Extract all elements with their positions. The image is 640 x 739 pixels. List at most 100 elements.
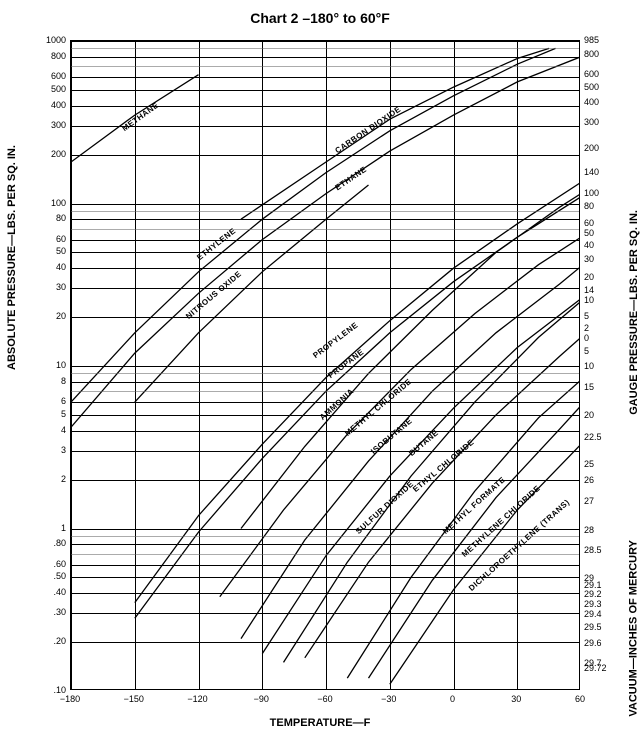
y-right-bottom-axis-label: VACUUM—INCHES OF MERCURY [628, 540, 640, 717]
grid-v [326, 41, 327, 689]
vapor-pressure-chart: Chart 2 –180° to 60°F ABSOLUTE PRESSURE—… [0, 0, 640, 739]
plot-area [70, 40, 580, 690]
y-right-gauge-tick-label: 10 [584, 295, 594, 305]
y-left-tick-label: .30 [26, 607, 66, 617]
grid-v [390, 41, 391, 689]
grid-h [71, 126, 579, 127]
curve-butane [262, 299, 580, 654]
y-left-tick-label: .20 [26, 636, 66, 646]
y-right-vacuum-tick-label: 29.4 [584, 609, 602, 619]
y-right-vacuum-tick-label: 10 [584, 361, 594, 371]
grid-h [71, 155, 579, 156]
y-right-gauge-tick-label: 140 [584, 167, 599, 177]
y-right-gauge-tick-label: 5 [584, 311, 589, 321]
y-right-gauge-tick-label: 600 [584, 69, 599, 79]
y-right-top-axis-label: GAUGE PRESSURE—LBS. PER SQ. IN. [628, 210, 640, 415]
x-tick-label: 60 [575, 694, 585, 704]
x-tick-label: −120 [187, 694, 207, 704]
y-right-vacuum-tick-label: 26 [584, 475, 594, 485]
y-right-gauge-tick-label: 800 [584, 49, 599, 59]
y-right-vacuum-tick-label: 20 [584, 410, 594, 420]
y-right-vacuum-tick-label: 15 [584, 382, 594, 392]
x-tick-label: −90 [254, 694, 269, 704]
y-right-gauge-tick-label: 400 [584, 97, 599, 107]
y-left-tick-label: 100 [26, 198, 66, 208]
y-right-vacuum-tick-label: 22.5 [584, 432, 602, 442]
y-right-gauge-tick-label: 100 [584, 188, 599, 198]
curve-propylene [135, 182, 580, 602]
y-right-gauge-tick-label: 40 [584, 240, 594, 250]
grid-v [262, 41, 263, 689]
y-left-tick-label: 1 [26, 523, 66, 533]
y-left-tick-label: 5 [26, 409, 66, 419]
grid-h [71, 288, 579, 289]
grid-h [71, 577, 579, 578]
grid-h [71, 41, 579, 42]
grid-h [71, 77, 579, 78]
y-left-tick-label: .10 [26, 685, 66, 695]
y-right-gauge-tick-label: 80 [584, 201, 594, 211]
x-tick-label: 30 [511, 694, 521, 704]
x-tick-label: 0 [450, 694, 455, 704]
y-left-tick-label: 800 [26, 51, 66, 61]
grid-h [71, 66, 579, 67]
grid-h [71, 240, 579, 241]
grid-h [71, 402, 579, 403]
grid-v [71, 41, 72, 689]
y-right-vacuum-tick-label: 29.2 [584, 589, 602, 599]
curve-ammonia [241, 194, 580, 529]
grid-h [71, 57, 579, 58]
y-right-gauge-tick-label: 200 [584, 143, 599, 153]
y-left-tick-label: 60 [26, 234, 66, 244]
grid-v [199, 41, 200, 689]
y-left-tick-label: .40 [26, 587, 66, 597]
y-left-tick-label: .50 [26, 571, 66, 581]
y-left-tick-label: 50 [26, 246, 66, 256]
grid-h [71, 593, 579, 594]
grid-h [71, 317, 579, 318]
y-left-tick-label: 20 [26, 311, 66, 321]
y-right-vacuum-tick-label: 28.5 [584, 545, 602, 555]
grid-v [135, 41, 136, 689]
grid-v [454, 41, 455, 689]
y-right-gauge-tick-label: 2 [584, 323, 589, 333]
chart-title: Chart 2 –180° to 60°F [0, 10, 640, 26]
grid-h [71, 48, 579, 49]
y-left-tick-label: 6 [26, 396, 66, 406]
grid-h [71, 366, 579, 367]
curve-ethylene [71, 48, 556, 402]
y-left-tick-label: 40 [26, 262, 66, 272]
y-left-tick-label: 4 [26, 425, 66, 435]
y-left-tick-label: 400 [26, 100, 66, 110]
y-right-vacuum-tick-label: 29.72 [584, 663, 607, 673]
grid-h [71, 451, 579, 452]
grid-h [71, 252, 579, 253]
x-tick-label: −30 [381, 694, 396, 704]
y-right-vacuum-tick-label: 28 [584, 525, 594, 535]
grid-h [71, 642, 579, 643]
grid-h [71, 529, 579, 530]
grid-h [71, 229, 579, 230]
x-tick-label: −180 [60, 694, 80, 704]
x-tick-label: −60 [317, 694, 332, 704]
y-left-tick-label: 1000 [26, 35, 66, 45]
curve-ethyl_chloride [305, 337, 580, 657]
y-right-vacuum-tick-label: 25 [584, 459, 594, 469]
y-left-tick-label: 8 [26, 376, 66, 386]
y-right-gauge-tick-label: 50 [584, 228, 594, 238]
y-left-tick-label: .80 [26, 538, 66, 548]
grid-v [517, 41, 518, 689]
y-left-tick-label: 300 [26, 120, 66, 130]
curve-carbon_dioxide [241, 48, 549, 219]
grid-h [71, 90, 579, 91]
grid-h [71, 536, 579, 537]
y-right-gauge-tick-label: 30 [584, 254, 594, 264]
y-left-tick-label: 600 [26, 71, 66, 81]
x-tick-label: −150 [124, 694, 144, 704]
y-right-gauge-tick-label: 985 [584, 35, 599, 45]
y-right-vacuum-tick-label: 5 [584, 346, 589, 356]
x-axis-label: TEMPERATURE—F [0, 717, 640, 729]
grid-h [71, 382, 579, 383]
y-right-vacuum-tick-label: 27 [584, 496, 594, 506]
y-left-tick-label: 80 [26, 213, 66, 223]
